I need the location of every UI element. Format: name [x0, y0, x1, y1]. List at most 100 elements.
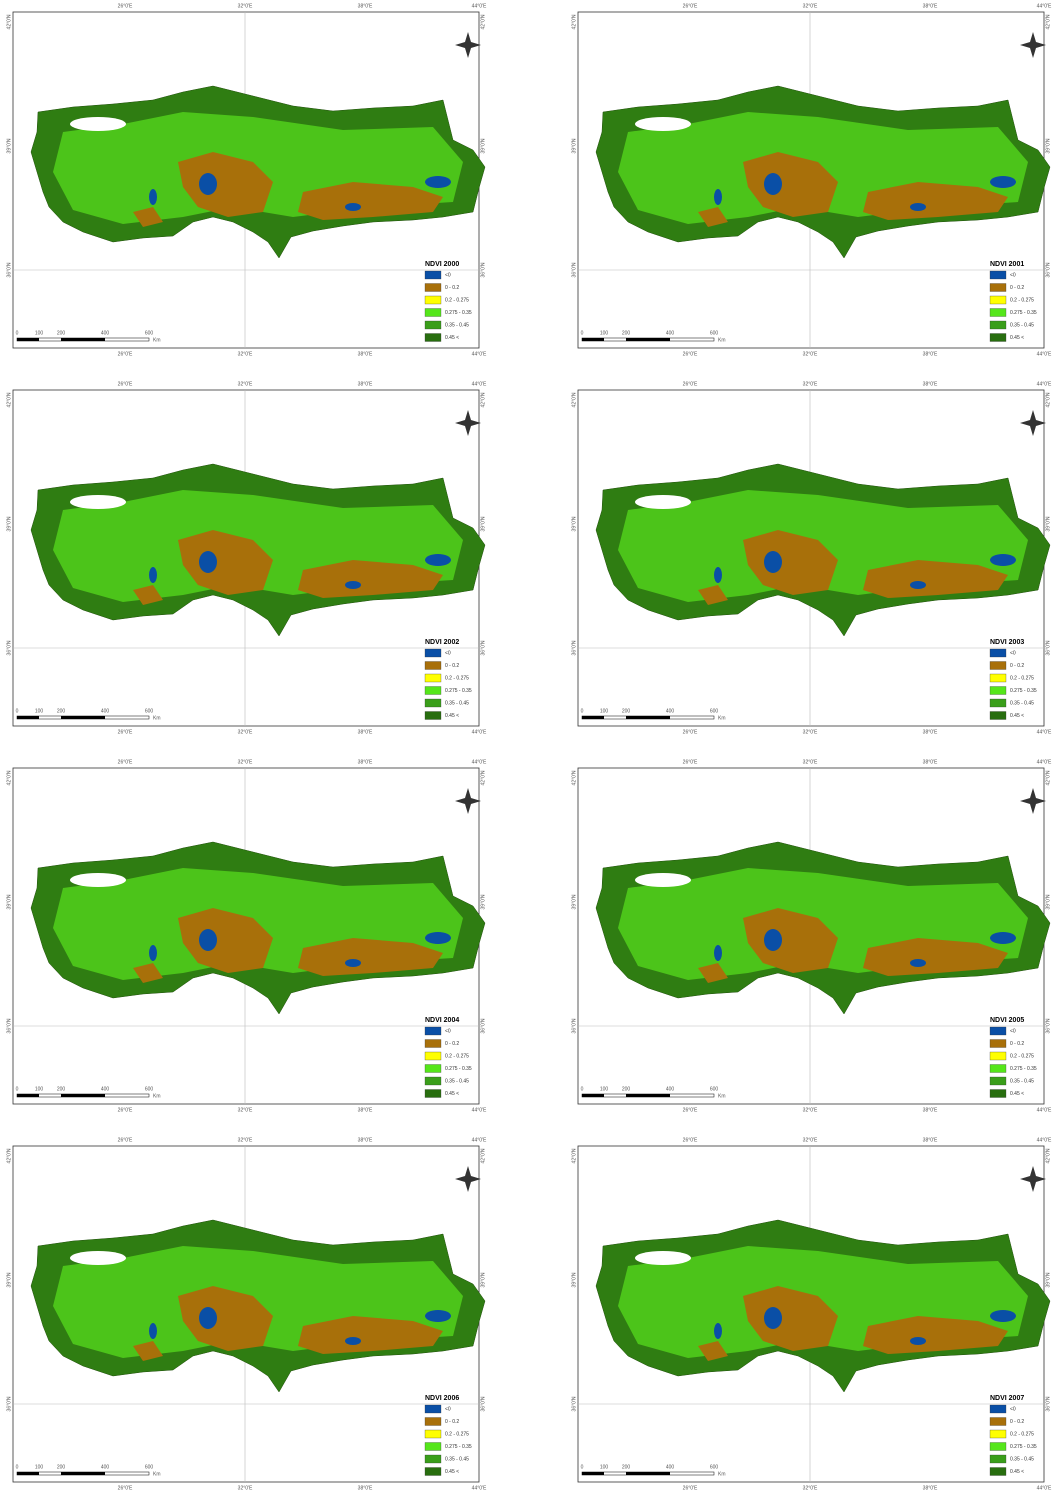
- map-frame-group: 26°0'E 26°0'E 32°0'E 32°0'E 38°0'E 38°0'E 44°0…: [571, 759, 1052, 1113]
- scale-bar-segment: [582, 1094, 604, 1097]
- scale-label: 400: [666, 1086, 675, 1092]
- legend-label: 0 - 0.2: [1010, 663, 1024, 669]
- longitude-label: 44°0'E: [472, 1137, 487, 1143]
- legend-label: 0.275 - 0.35: [1010, 1066, 1037, 1072]
- legend-title: NDVI 2006: [425, 1395, 459, 1402]
- marmara-sea: [70, 117, 126, 131]
- legend-swatch: [424, 308, 442, 317]
- scale-bar-segment: [582, 1472, 604, 1475]
- map-panel: 26°0'E 26°0'E 32°0'E 32°0'E 38°0'E 38°0'E 44°0…: [6, 381, 487, 735]
- latitude-label: 42°0'N: [480, 392, 486, 407]
- legend-label: 0.275 - 0.35: [445, 310, 472, 316]
- compass-rose: [1020, 788, 1046, 814]
- map-frame-group: 26°0'E 26°0'E 32°0'E 32°0'E 38°0'E 38°0'E 44°0…: [571, 381, 1052, 735]
- scale-label: 200: [622, 708, 631, 714]
- scale-label: 100: [600, 708, 609, 714]
- legend-swatch: [989, 711, 1007, 720]
- scale-label: 100: [35, 330, 44, 336]
- lake: [990, 554, 1016, 566]
- scale-unit: Km: [718, 715, 726, 721]
- legend-swatch: [424, 283, 442, 292]
- latitude-label: 39°0'N: [1045, 894, 1051, 909]
- longitude-label: 32°0'E: [238, 1485, 253, 1491]
- latitude-label: 39°0'N: [571, 894, 577, 909]
- lake: [764, 173, 782, 195]
- scale-label: 0: [581, 1086, 584, 1092]
- longitude-label: 32°0'E: [238, 351, 253, 357]
- legend-label: 0.2 - 0.275: [1010, 675, 1034, 681]
- legend-swatch: [424, 1051, 442, 1061]
- legend-swatch: [989, 1076, 1007, 1086]
- longitude-label: 32°0'E: [238, 1107, 253, 1113]
- scale-label: 400: [666, 1464, 675, 1470]
- longitude-label: 38°0'E: [923, 3, 938, 9]
- marmara-sea: [635, 117, 691, 131]
- lake: [345, 203, 361, 211]
- longitude-label: 44°0'E: [472, 729, 487, 735]
- longitude-label: 44°0'E: [1037, 1107, 1052, 1113]
- legend-label: 0.45 <: [1010, 335, 1024, 341]
- vegetation-low: [698, 1286, 1008, 1361]
- legend-swatch: [989, 320, 1007, 330]
- longitude-label: 26°0'E: [118, 1485, 133, 1491]
- scale-label: 600: [145, 330, 154, 336]
- legend-label: 0 - 0.2: [445, 1419, 459, 1425]
- legend-swatch: [989, 1429, 1007, 1439]
- longitude-label: 26°0'E: [683, 3, 698, 9]
- legend-swatch: [424, 333, 442, 342]
- legend-label: <0: [445, 1028, 451, 1034]
- scale-label: 0: [581, 708, 584, 714]
- scale-label: 200: [57, 330, 66, 336]
- scale-unit: Km: [153, 337, 161, 343]
- lake: [425, 932, 451, 944]
- legend-swatch: [989, 1064, 1007, 1073]
- scale-label: 400: [666, 330, 675, 336]
- map-panel: 26°0'E 26°0'E 32°0'E 32°0'E 38°0'E 38°0'E 44°0…: [571, 1137, 1052, 1491]
- legend-swatch: [424, 661, 442, 670]
- map-frame-group: 26°0'E 26°0'E 32°0'E 32°0'E 38°0'E 38°0'E 44°0…: [571, 1137, 1052, 1491]
- lake: [199, 1307, 217, 1329]
- latitude-label: 36°0'N: [1045, 1396, 1051, 1411]
- legend-label: 0.275 - 0.35: [445, 1066, 472, 1072]
- latitude-label: 42°0'N: [6, 770, 12, 785]
- longitude-label: 44°0'E: [1037, 381, 1052, 387]
- latitude-label: 36°0'N: [6, 262, 12, 277]
- lake: [345, 959, 361, 967]
- legend-swatch: [424, 1089, 442, 1098]
- scale-label: 400: [101, 1086, 110, 1092]
- legend-swatch: [424, 1039, 442, 1048]
- legend-label: <0: [1010, 272, 1016, 278]
- scale-unit: Km: [718, 1471, 726, 1477]
- map-frame-group: 26°0'E 26°0'E 32°0'E 32°0'E 38°0'E 38°0'E 44°0…: [6, 1137, 487, 1491]
- latitude-label: 42°0'N: [571, 14, 577, 29]
- legend-label: <0: [445, 1406, 451, 1412]
- legend-label: 0.2 - 0.275: [445, 297, 469, 303]
- scale-bar-segment: [626, 716, 670, 719]
- legend-swatch: [424, 1417, 442, 1426]
- latitude-label: 36°0'N: [1045, 640, 1051, 655]
- longitude-label: 32°0'E: [803, 1485, 818, 1491]
- legend-swatch: [989, 661, 1007, 670]
- latitude-label: 39°0'N: [480, 138, 486, 153]
- scale-bar-segment: [582, 716, 604, 719]
- longitude-label: 38°0'E: [923, 1485, 938, 1491]
- legend-swatch: [989, 283, 1007, 292]
- longitude-label: 38°0'E: [358, 1107, 373, 1113]
- legend-label: 0.45 <: [445, 1091, 459, 1097]
- latitude-label: 42°0'N: [1045, 1148, 1051, 1163]
- legend-swatch: [424, 673, 442, 683]
- legend-title: NDVI 2004: [425, 1017, 459, 1024]
- longitude-label: 26°0'E: [683, 729, 698, 735]
- legend-label: <0: [445, 272, 451, 278]
- longitude-label: 44°0'E: [1037, 729, 1052, 735]
- legend-swatch: [424, 1454, 442, 1464]
- legend-swatch: [424, 1429, 442, 1439]
- latitude-label: 36°0'N: [480, 262, 486, 277]
- longitude-label: 38°0'E: [923, 351, 938, 357]
- scale-label: 200: [57, 708, 66, 714]
- scale-bar-segment: [17, 1472, 39, 1475]
- longitude-label: 26°0'E: [683, 381, 698, 387]
- longitude-label: 32°0'E: [803, 729, 818, 735]
- legend-label: 0.2 - 0.275: [1010, 1431, 1034, 1437]
- legend-label: 0 - 0.2: [1010, 285, 1024, 291]
